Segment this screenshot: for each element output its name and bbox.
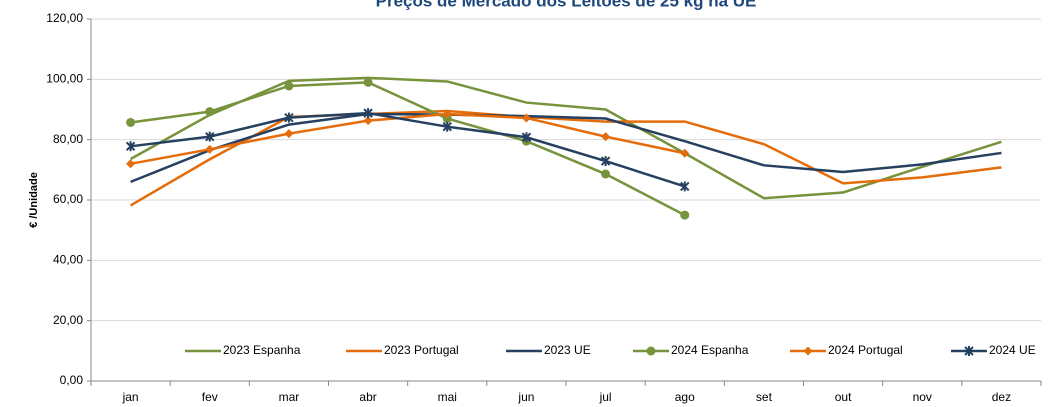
marker	[521, 132, 532, 143]
series-line	[130, 112, 1002, 184]
x-tick-label: set	[756, 390, 773, 404]
x-tick-label: mar	[279, 390, 300, 404]
marker	[363, 116, 373, 126]
x-tick-label: jun	[517, 390, 534, 404]
legend-label: 2024 Espanha	[671, 343, 749, 357]
x-tick-label: jan	[122, 390, 139, 404]
series-line	[130, 81, 686, 217]
marker	[964, 346, 974, 356]
marker	[803, 346, 813, 356]
marker	[442, 109, 452, 119]
marker	[126, 159, 136, 169]
marker	[205, 131, 215, 142]
y-tick-label: 100,00	[46, 72, 83, 86]
marker	[601, 132, 611, 142]
marker	[284, 81, 294, 91]
series-line	[130, 112, 686, 166]
marker	[680, 148, 690, 158]
legend-item: 2023 Espanha	[185, 343, 301, 357]
y-tick-label: 40,00	[53, 253, 83, 267]
x-tick-label: nov	[913, 390, 932, 404]
x-tick-label: out	[835, 390, 852, 404]
marker	[205, 107, 215, 117]
legend-item: 2023 Portugal	[346, 343, 459, 357]
x-tick-label: ago	[675, 390, 695, 404]
legend-label: 2023 UE	[544, 343, 591, 357]
legend-item: 2023 UE	[506, 343, 591, 357]
marker	[680, 210, 690, 220]
x-tick-label: abr	[359, 390, 376, 404]
x-tick-label: mai	[438, 390, 457, 404]
legend-item: 2024 Portugal	[790, 343, 903, 357]
y-tick-label: 60,00	[53, 192, 83, 206]
marker	[442, 121, 452, 132]
x-tick-label: fev	[202, 390, 218, 404]
series-line	[129, 109, 1002, 207]
x-tick-label: jul	[599, 390, 612, 404]
marker	[521, 113, 531, 123]
series-line	[129, 76, 1002, 200]
legend-item: 2024 Espanha	[633, 343, 749, 357]
marker	[363, 77, 373, 87]
marker	[284, 129, 294, 139]
legend-label: 2023 Portugal	[384, 343, 459, 357]
x-tick-label: dez	[992, 390, 1011, 404]
series-line	[130, 111, 686, 188]
marker	[125, 141, 136, 152]
marker	[363, 108, 373, 119]
y-tick-label: 120,00	[46, 11, 83, 25]
marker	[126, 117, 136, 127]
marker	[442, 114, 452, 124]
marker	[601, 169, 611, 179]
legend-label: 2024 UE	[989, 343, 1036, 357]
marker	[284, 112, 294, 123]
y-tick-label: 80,00	[53, 132, 83, 146]
marker	[205, 144, 215, 154]
marker	[680, 181, 690, 192]
legend-item: 2024 UE	[951, 343, 1036, 357]
marker	[646, 346, 656, 356]
marker	[600, 156, 611, 167]
chart-title: Preços de Mercado dos Leitões de 25 kg n…	[376, 0, 757, 10]
legend-label: 2024 Portugal	[828, 343, 903, 357]
y-tick-label: 20,00	[53, 313, 83, 327]
y-tick-label: 0,00	[60, 373, 84, 387]
legend-label: 2023 Espanha	[223, 343, 301, 357]
y-axis-title: € /Unidade	[28, 172, 40, 228]
